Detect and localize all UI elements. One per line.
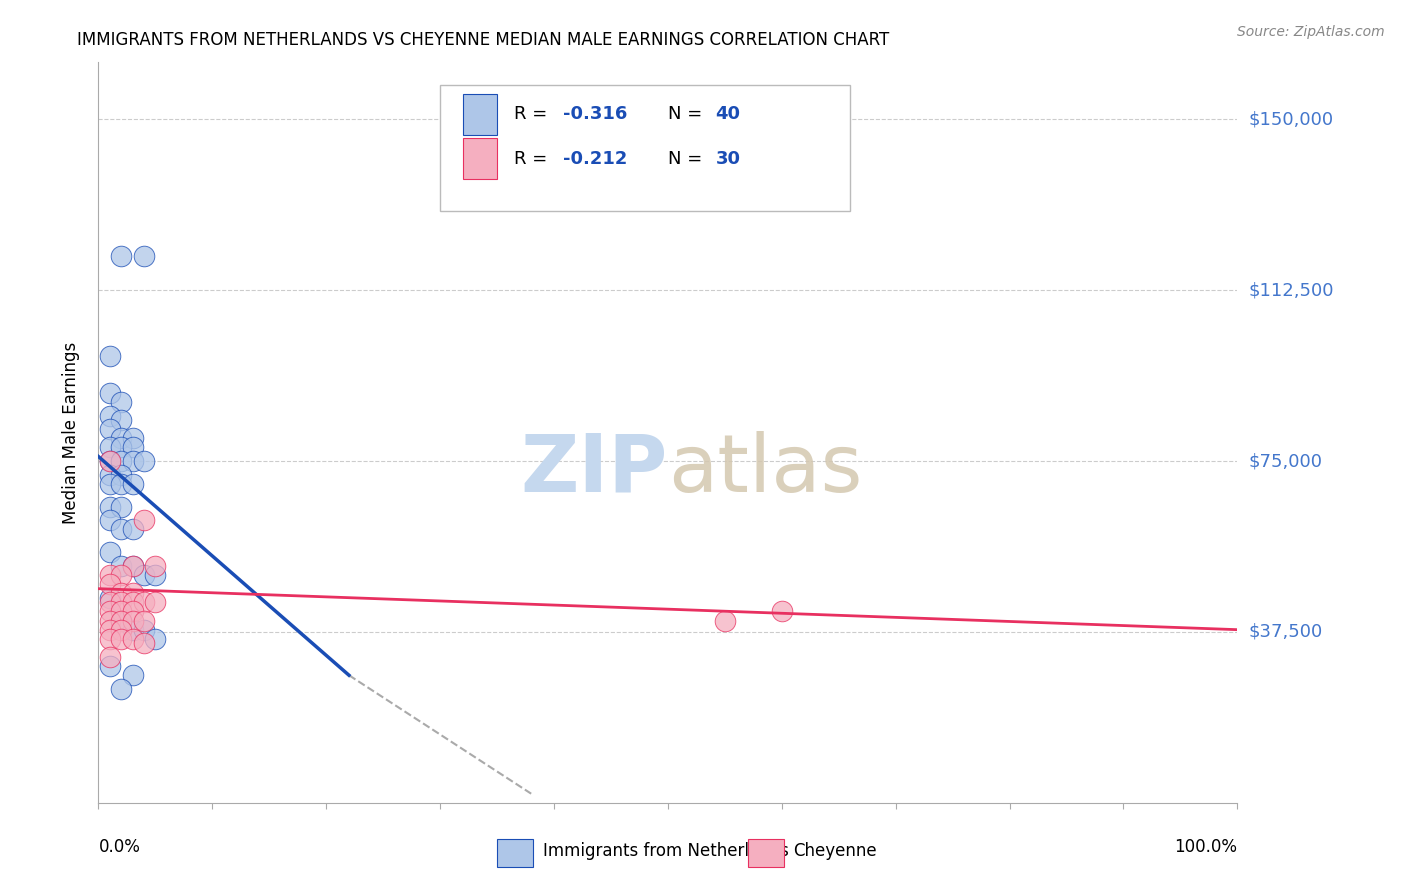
Point	[714, 614, 737, 628]
FancyBboxPatch shape	[463, 94, 498, 135]
Point	[110, 586, 132, 600]
Point	[110, 623, 132, 637]
Text: R =: R =	[515, 150, 553, 168]
Text: 30: 30	[716, 150, 741, 168]
Point	[98, 476, 121, 491]
Point	[110, 604, 132, 618]
Point	[110, 395, 132, 409]
Point	[98, 454, 121, 468]
Point	[121, 595, 143, 609]
Point	[110, 413, 132, 427]
Point	[132, 636, 155, 650]
Text: Cheyenne: Cheyenne	[793, 842, 877, 860]
Text: -0.316: -0.316	[562, 105, 627, 123]
Text: -0.212: -0.212	[562, 150, 627, 168]
Text: Immigrants from Netherlands: Immigrants from Netherlands	[543, 842, 789, 860]
Point	[132, 595, 155, 609]
Point	[98, 513, 121, 527]
Point	[145, 558, 167, 573]
Point	[121, 558, 143, 573]
Point	[110, 523, 132, 537]
FancyBboxPatch shape	[498, 839, 533, 867]
Point	[121, 431, 143, 445]
Point	[132, 614, 155, 628]
Point	[121, 586, 143, 600]
Point	[121, 604, 143, 618]
Point	[98, 568, 121, 582]
Point	[98, 349, 121, 363]
Point	[132, 568, 155, 582]
Text: R =: R =	[515, 105, 553, 123]
Point	[132, 623, 155, 637]
Point	[110, 614, 132, 628]
Point	[98, 545, 121, 559]
Point	[145, 632, 167, 646]
Point	[98, 650, 121, 665]
Point	[121, 523, 143, 537]
Point	[132, 513, 155, 527]
Point	[98, 441, 121, 455]
Point	[98, 422, 121, 436]
FancyBboxPatch shape	[440, 85, 851, 211]
Text: 40: 40	[716, 105, 741, 123]
Point	[98, 623, 121, 637]
Point	[110, 476, 132, 491]
Point	[132, 454, 155, 468]
Point	[110, 681, 132, 696]
FancyBboxPatch shape	[748, 839, 785, 867]
Point	[98, 577, 121, 591]
FancyBboxPatch shape	[463, 138, 498, 179]
Point	[110, 467, 132, 482]
Point	[110, 595, 132, 609]
Text: $37,500: $37,500	[1249, 623, 1323, 641]
Text: 100.0%: 100.0%	[1174, 838, 1237, 855]
Point	[121, 476, 143, 491]
Point	[145, 595, 167, 609]
Point	[121, 558, 143, 573]
Point	[121, 668, 143, 682]
Text: ZIP: ZIP	[520, 431, 668, 508]
Text: $75,000: $75,000	[1249, 452, 1323, 470]
Point	[121, 441, 143, 455]
Text: IMMIGRANTS FROM NETHERLANDS VS CHEYENNE MEDIAN MALE EARNINGS CORRELATION CHART: IMMIGRANTS FROM NETHERLANDS VS CHEYENNE …	[77, 31, 890, 49]
Point	[110, 558, 132, 573]
Point	[110, 614, 132, 628]
Point	[98, 385, 121, 400]
Point	[98, 409, 121, 423]
Point	[98, 604, 121, 618]
Point	[110, 441, 132, 455]
Point	[770, 604, 793, 618]
Point	[98, 454, 121, 468]
Text: N =: N =	[668, 150, 707, 168]
Point	[110, 249, 132, 263]
Point	[110, 568, 132, 582]
Point	[98, 659, 121, 673]
Point	[110, 500, 132, 514]
Point	[98, 591, 121, 605]
Point	[98, 467, 121, 482]
Point	[110, 454, 132, 468]
Point	[121, 623, 143, 637]
Point	[98, 500, 121, 514]
Point	[110, 632, 132, 646]
Point	[110, 431, 132, 445]
Point	[98, 614, 121, 628]
Point	[121, 614, 143, 628]
Point	[121, 632, 143, 646]
Point	[98, 632, 121, 646]
Text: $112,500: $112,500	[1249, 281, 1334, 299]
Text: $150,000: $150,000	[1249, 111, 1333, 128]
Text: Source: ZipAtlas.com: Source: ZipAtlas.com	[1237, 25, 1385, 39]
Point	[98, 595, 121, 609]
Point	[132, 249, 155, 263]
Text: atlas: atlas	[668, 431, 862, 508]
Text: 0.0%: 0.0%	[98, 838, 141, 855]
Y-axis label: Median Male Earnings: Median Male Earnings	[62, 342, 80, 524]
Point	[145, 568, 167, 582]
Text: N =: N =	[668, 105, 707, 123]
Point	[121, 454, 143, 468]
